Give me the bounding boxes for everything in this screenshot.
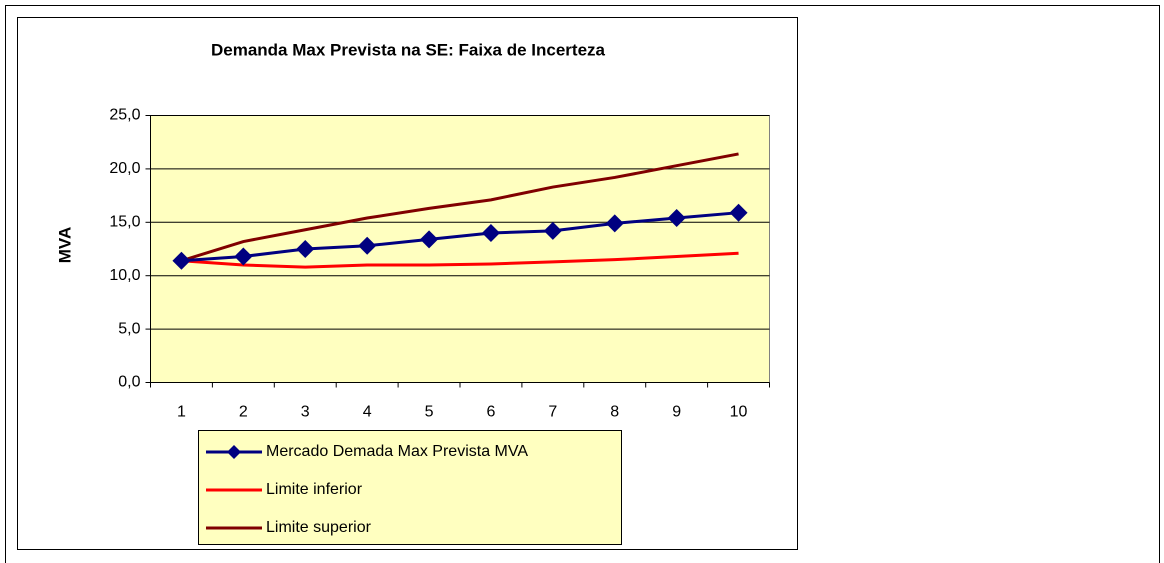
x-tick-label: 3	[301, 404, 310, 421]
x-tick-label: 4	[363, 404, 372, 421]
y-tick-label: 10,0	[109, 267, 140, 284]
series-line	[181, 251, 739, 269]
x-tick-label: 6	[486, 404, 495, 421]
marker	[234, 247, 253, 266]
x-tick-label: 9	[672, 404, 681, 421]
x-tick-label: 10	[730, 404, 748, 421]
y-tick-label: 25,0	[109, 107, 140, 124]
y-tick-label: 20,0	[109, 160, 140, 177]
marker	[296, 240, 315, 258]
series-line	[181, 152, 739, 263]
x-tick-label: 8	[610, 404, 619, 421]
marker	[729, 203, 748, 222]
marker	[358, 236, 377, 255]
y-tick-label: 15,0	[109, 214, 140, 231]
y-tick-label: 5,0	[118, 320, 140, 337]
legend-label: Limite inferior	[266, 481, 363, 498]
x-tick-label: 2	[239, 404, 248, 421]
series-line	[181, 211, 739, 263]
marker	[420, 230, 439, 249]
marker	[605, 214, 624, 233]
marker	[172, 251, 191, 270]
legend-label: Limite superior	[266, 519, 372, 536]
legend-marker	[227, 445, 241, 459]
marker	[667, 209, 686, 228]
chart-title: Demanda Max Prevista na SE: Faixa de Inc…	[211, 40, 606, 59]
marker	[543, 221, 562, 240]
y-axis-label: MVA	[55, 227, 74, 264]
legend-label: Mercado Demada Max Prevista MVA	[266, 443, 528, 460]
y-tick-label: 0,0	[118, 374, 140, 391]
x-tick-label: 1	[177, 404, 186, 421]
legend	[198, 430, 622, 545]
x-tick-label: 5	[425, 404, 434, 421]
x-tick-label: 7	[548, 404, 557, 421]
marker	[481, 223, 500, 242]
